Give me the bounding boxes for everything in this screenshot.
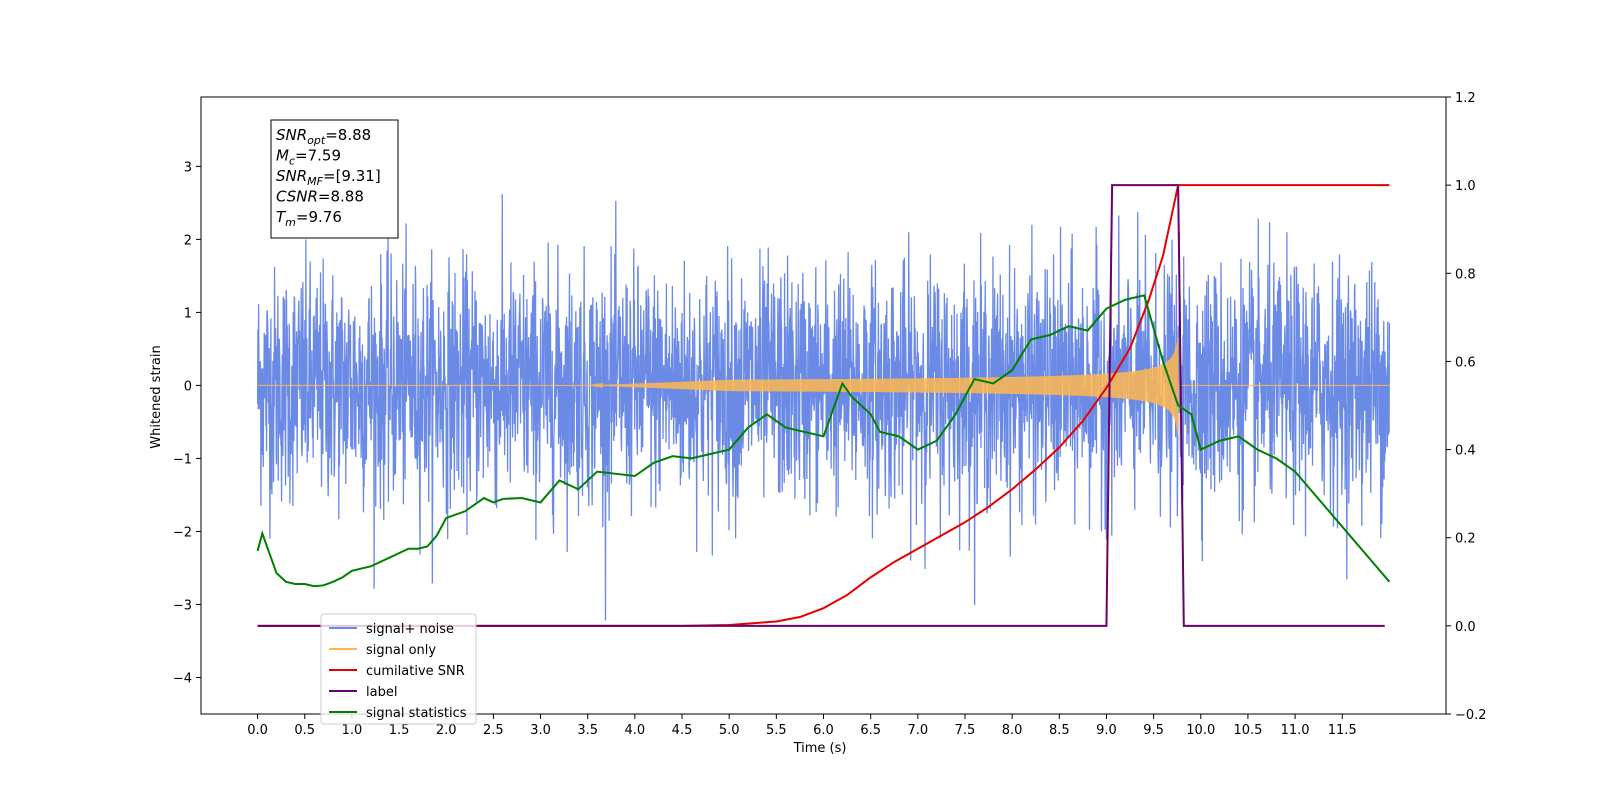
y-tick-label-right: 0.8 [1455, 267, 1476, 282]
y-tick-label-left: −2 [173, 525, 192, 540]
info-line: Tm=9.76 [276, 208, 342, 229]
x-tick-label: 3.5 [577, 723, 598, 738]
x-tick-label: 1.5 [389, 723, 410, 738]
x-tick-label: 7.0 [907, 723, 928, 738]
y-axis-label: Whitened strain [149, 345, 164, 448]
info-box-frame [270, 119, 399, 239]
x-tick-label: 8.5 [1049, 723, 1070, 738]
x-tick-label: 2.0 [436, 723, 457, 738]
y-tick-label-right: 0.0 [1455, 620, 1476, 635]
y-tick-label-left: 3 [184, 160, 192, 175]
legend-label: signal only [366, 643, 436, 658]
x-tick-label: 0.0 [247, 723, 268, 738]
info-line: Mc=7.59 [276, 147, 341, 168]
x-tick-label: 8.0 [1002, 723, 1023, 738]
series-cumilative-snr [257, 184, 1390, 627]
legend: signal+ noise signal only cumilative SNR la… [320, 613, 477, 725]
y-tick-label-right: 0.2 [1455, 532, 1476, 547]
y-tick-label-left: −1 [173, 452, 192, 467]
legend-label: label [366, 685, 397, 700]
x-tick-label: 6.0 [813, 723, 834, 738]
y-tick-label-right: 1.2 [1455, 91, 1476, 106]
x-tick-label: 4.5 [672, 723, 693, 738]
series-signal-noise [256, 194, 1391, 621]
x-tick-label: 6.5 [860, 723, 881, 738]
x-tick-label: 5.0 [719, 723, 740, 738]
legend-label: cumilative SNR [366, 664, 465, 679]
y-tick-label-right: −0.2 [1455, 708, 1487, 723]
y-tick-label-right: 0.4 [1455, 444, 1476, 459]
info-line: CSNR=8.88 [276, 188, 364, 206]
info-line: SNRopt=8.88 [276, 126, 371, 147]
legend-label: signal statistics [366, 706, 467, 721]
y-tick-label-right: 0.6 [1455, 355, 1476, 370]
y-tick-label-left: −4 [173, 671, 192, 686]
x-axis-label: Time (s) [793, 741, 847, 756]
y-tick-label-left: 2 [184, 233, 192, 248]
x-tick-label: 10.0 [1186, 723, 1215, 738]
x-tick-label: 0.5 [294, 723, 315, 738]
x-tick-label: 3.0 [530, 723, 551, 738]
x-tick-label: 11.0 [1281, 723, 1310, 738]
info-line: SNRMF=[9.31] [276, 167, 381, 188]
plot-area [256, 184, 1391, 627]
x-tick-label: 9.0 [1096, 723, 1117, 738]
legend-label: signal+ noise [366, 622, 454, 637]
x-tick-label: 5.5 [766, 723, 787, 738]
series-signal-only [257, 337, 1390, 436]
y-tick-label-right: 1.0 [1455, 179, 1476, 194]
x-tick-label: 7.5 [955, 723, 976, 738]
x-tick-label: 1.0 [342, 723, 363, 738]
x-tick-label: 4.0 [625, 723, 646, 738]
series-label [257, 184, 1385, 627]
series-signal-statistics [256, 294, 1391, 588]
x-tick-label: 2.5 [483, 723, 504, 738]
x-tick-label: 10.5 [1233, 723, 1262, 738]
y-tick-label-left: −3 [173, 598, 192, 613]
y-tick-label-left: 1 [184, 306, 192, 321]
legend-frame [320, 613, 477, 725]
axes: 0.0 0.5 1.0 1.5 2.0 2.5 3.0 3.5 4.0 4.5 5.0 5.5 6.0 6… [173, 91, 1487, 738]
x-tick-label: 11.5 [1328, 723, 1357, 738]
y-tick-label-left: 0 [184, 379, 192, 394]
x-tick-label: 9.5 [1143, 723, 1164, 738]
